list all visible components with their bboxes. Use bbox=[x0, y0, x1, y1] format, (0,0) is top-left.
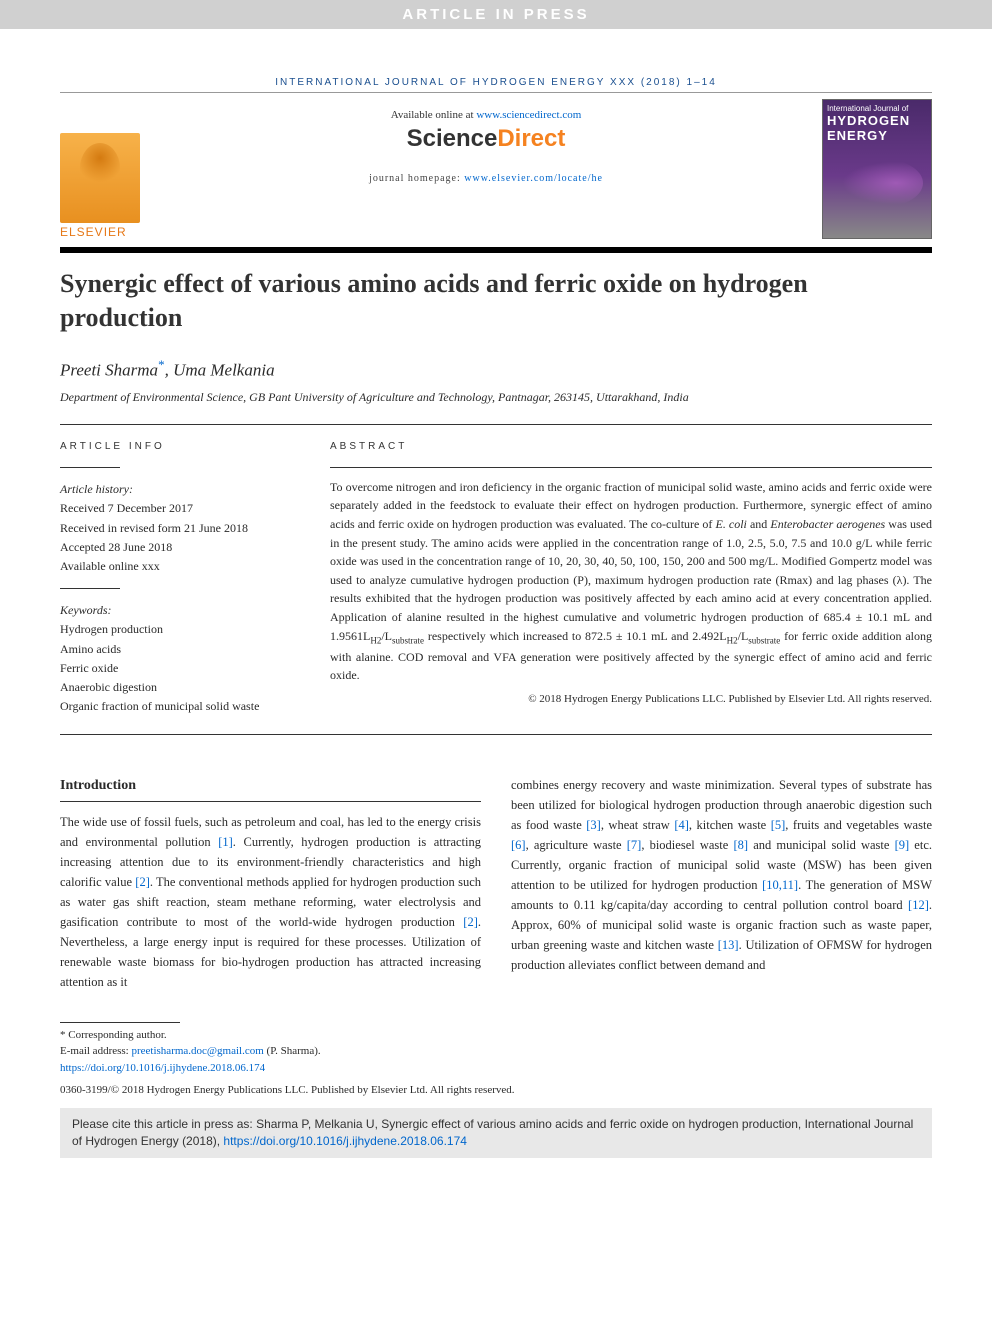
corresponding-email-link[interactable]: preetisharma.doc@gmail.com bbox=[131, 1045, 263, 1057]
corresponding-author-note: * Corresponding author. bbox=[60, 1027, 932, 1044]
journal-running-head: INTERNATIONAL JOURNAL OF HYDROGEN ENERGY… bbox=[60, 69, 932, 93]
journal-cover-thumbnail: International Journal of HYDROGEN ENERGY bbox=[822, 99, 932, 239]
cover-line2: HYDROGEN bbox=[827, 113, 927, 128]
abstract-copyright: © 2018 Hydrogen Energy Publications LLC.… bbox=[330, 691, 932, 708]
article-in-press-banner: ARTICLE IN PRESS bbox=[0, 0, 992, 29]
footnotes: * Corresponding author. E-mail address: … bbox=[60, 1027, 932, 1077]
footnote-rule bbox=[60, 1022, 180, 1023]
affiliation: Department of Environmental Science, GB … bbox=[60, 388, 932, 406]
abstract-heading: ABSTRACT bbox=[330, 439, 932, 455]
history-received: Received 7 December 2017 bbox=[60, 499, 290, 518]
homepage-prefix: journal homepage: bbox=[369, 173, 464, 184]
keyword: Amino acids bbox=[60, 640, 290, 659]
cover-line3: ENERGY bbox=[827, 128, 927, 143]
body-columns: Introduction The wide use of fossil fuel… bbox=[60, 775, 932, 991]
sciencedirect-logo: ScienceDirect bbox=[160, 125, 812, 153]
available-online-line: Available online at www.sciencedirect.co… bbox=[160, 109, 812, 121]
article-info-column: ARTICLE INFO Article history: Received 7… bbox=[60, 439, 290, 716]
email-suffix: (P. Sharma). bbox=[264, 1045, 321, 1057]
publisher-name: ELSEVIER bbox=[60, 225, 150, 239]
author-list: Preeti Sharma*, Uma Melkania bbox=[60, 357, 932, 381]
keywords-label: Keywords: bbox=[60, 601, 290, 620]
keyword: Hydrogen production bbox=[60, 620, 290, 639]
journal-homepage-line: journal homepage: www.elsevier.com/locat… bbox=[160, 173, 812, 184]
history-accepted: Accepted 28 June 2018 bbox=[60, 538, 290, 557]
author-2: Uma Melkania bbox=[173, 360, 275, 379]
available-online-prefix: Available online at bbox=[391, 109, 477, 121]
journal-homepage-link[interactable]: www.elsevier.com/locate/he bbox=[464, 173, 603, 184]
header-row: ELSEVIER Available online at www.science… bbox=[60, 99, 932, 239]
sd-logo-part2: Direct bbox=[497, 125, 565, 152]
intro-paragraph-1: The wide use of fossil fuels, such as pe… bbox=[60, 812, 481, 992]
body-column-left: Introduction The wide use of fossil fuel… bbox=[60, 775, 481, 991]
sciencedirect-link[interactable]: www.sciencedirect.com bbox=[476, 109, 581, 121]
history-label: Article history: bbox=[60, 480, 290, 499]
citation-doi-link[interactable]: https://doi.org/10.1016/j.ijhydene.2018.… bbox=[223, 1134, 467, 1148]
cover-graphic bbox=[833, 158, 923, 208]
info-rule-2 bbox=[60, 588, 120, 589]
email-line: E-mail address: preetisharma.doc@gmail.c… bbox=[60, 1043, 932, 1060]
citation-text: Please cite this article in press as: Sh… bbox=[72, 1117, 913, 1148]
keyword: Organic fraction of municipal solid wast… bbox=[60, 697, 290, 716]
author-1: Preeti Sharma bbox=[60, 360, 158, 379]
publisher-logo-block: ELSEVIER bbox=[60, 99, 150, 239]
article-info-row: ARTICLE INFO Article history: Received 7… bbox=[60, 424, 932, 735]
email-label: E-mail address: bbox=[60, 1045, 131, 1057]
keyword: Ferric oxide bbox=[60, 659, 290, 678]
page-container: INTERNATIONAL JOURNAL OF HYDROGEN ENERGY… bbox=[0, 29, 992, 1188]
thick-rule bbox=[60, 247, 932, 253]
article-title: Synergic effect of various amino acids a… bbox=[60, 267, 932, 335]
sd-logo-part1: Science bbox=[407, 125, 498, 152]
issn-copyright-line: 0360-3199/© 2018 Hydrogen Energy Publica… bbox=[60, 1084, 932, 1096]
body-column-right: combines energy recovery and waste minim… bbox=[511, 775, 932, 991]
info-rule bbox=[60, 467, 120, 468]
cover-line1: International Journal of bbox=[827, 104, 927, 113]
abstract-column: ABSTRACT To overcome nitrogen and iron d… bbox=[330, 439, 932, 716]
author-separator: , bbox=[165, 360, 174, 379]
intro-paragraph-2: combines energy recovery and waste minim… bbox=[511, 775, 932, 975]
article-info-heading: ARTICLE INFO bbox=[60, 439, 290, 455]
history-online: Available online xxx bbox=[60, 557, 290, 576]
keyword: Anaerobic digestion bbox=[60, 678, 290, 697]
history-revised: Received in revised form 21 June 2018 bbox=[60, 519, 290, 538]
abstract-rule bbox=[330, 467, 932, 468]
center-header: Available online at www.sciencedirect.co… bbox=[160, 99, 812, 239]
introduction-heading: Introduction bbox=[60, 775, 481, 801]
citation-box: Please cite this article in press as: Sh… bbox=[60, 1108, 932, 1158]
abstract-text: To overcome nitrogen and iron deficiency… bbox=[330, 478, 932, 685]
doi-link[interactable]: https://doi.org/10.1016/j.ijhydene.2018.… bbox=[60, 1062, 265, 1074]
elsevier-tree-icon bbox=[60, 133, 140, 223]
